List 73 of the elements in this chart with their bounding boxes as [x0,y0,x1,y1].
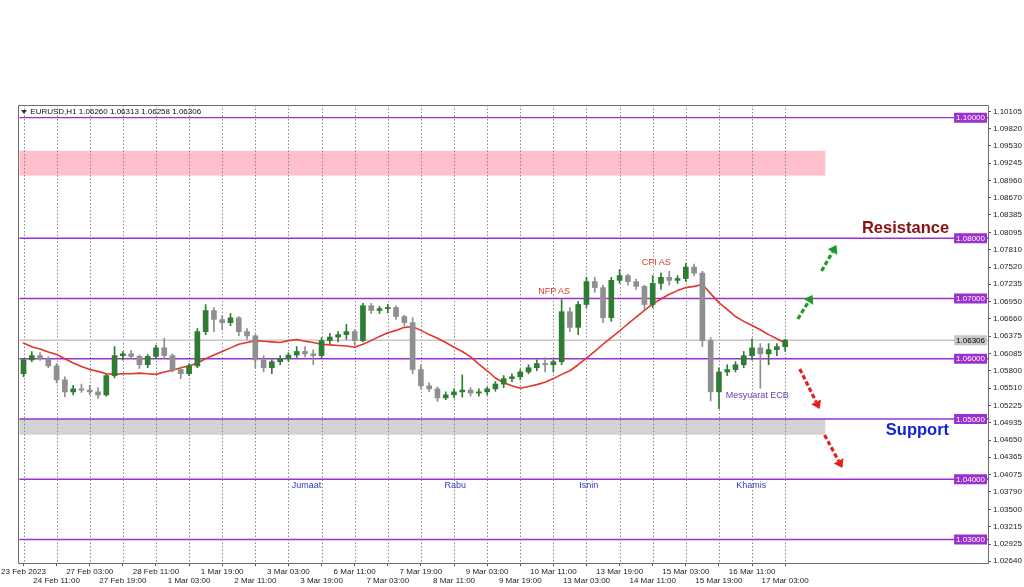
y-tick-label: 1.08670 [993,193,1023,203]
ref-line-label: 1.10000 [956,113,986,123]
y-tick-label: 1.02640 [993,556,1023,566]
x-tick-label: 15 Mar 03:00 [662,566,710,576]
annotation: Isnin [579,480,599,491]
y-tick-label: 1.07810 [993,244,1023,254]
ref-line-label: 1.07000 [956,294,986,304]
x-tick-label: 1 Mar 19:00 [200,566,245,576]
annotation: Support [885,419,950,438]
y-tick-label: 1.05225 [993,400,1023,410]
y-tick-label: 1.04075 [993,469,1023,479]
x-tick-label: 15 Mar 19:00 [695,576,744,585]
y-tick-label: 1.09530 [993,141,1023,151]
x-tick-label: 28 Feb 11:00 [132,566,180,576]
x-tick-label: 7 Mar 19:00 [399,566,443,576]
ref-line-label: 1.08000 [956,233,986,243]
y-tick-label: 1.06085 [993,348,1023,358]
x-tick-label: 3 Mar 03:00 [267,566,311,576]
y-tick-label: 1.04935 [993,418,1023,428]
y-tick-label: 1.06950 [993,296,1023,306]
annotation: Mesyuarat ECB [725,389,789,400]
annotation: CPI AS [641,257,671,268]
x-tick-label: 9 Mar 03:00 [465,566,510,576]
y-tick-label: 1.03500 [993,504,1023,514]
y-tick-label: 1.07520 [993,262,1023,272]
x-tick-label: 2 Mar 11:00 [234,576,277,585]
x-tick-label: 10 Mar 11:00 [530,566,578,576]
ref-line-label: 1.03000 [956,535,986,545]
candlestick [542,357,548,373]
y-tick-label: 1.08385 [993,210,1023,220]
annotation: Khamis [736,480,767,491]
candlestick [384,304,391,314]
annotation: Jumaat [291,480,322,491]
x-tick-label: 23 Feb 2023 [1,566,47,576]
y-tick-label: 1.02925 [993,539,1023,549]
x-tick-label: 13 Mar 03:00 [562,576,611,585]
candlestick [666,271,673,286]
y-tick-label: 1.06660 [993,314,1023,324]
x-tick-label: 14 Mar 11:00 [629,576,677,585]
y-tick-label: 1.09820 [993,123,1023,133]
y-tick-label: 1.03215 [993,521,1023,531]
y-tick-label: 1.04650 [993,435,1023,445]
y-tick-label: 1.05510 [993,383,1023,393]
y-tick-label: 1.08095 [993,227,1023,237]
y-tick-label: 1.04365 [993,452,1023,462]
x-tick-label: 24 Feb 11:00 [33,576,81,585]
chart-title: EURUSD,H1 1.06260 1.06313 1.06258 1.06306 [30,107,202,117]
x-tick-label: 17 Mar 03:00 [761,576,810,585]
x-tick-label: 7 Mar 03:00 [366,576,410,585]
x-tick-label: 27 Feb 03:00 [66,566,114,576]
x-tick-label: 13 Mar 19:00 [596,566,644,576]
candlestick [724,364,731,376]
y-tick-label: 1.09245 [993,158,1023,168]
x-tick-label: 16 Mar 11:00 [728,566,776,576]
ref-line-label: 1.04000 [956,474,986,484]
x-tick-label: 8 Mar 11:00 [432,576,476,585]
y-tick-label: 1.05800 [993,365,1023,375]
y-tick-label: 1.07235 [993,279,1023,289]
x-tick-label: 9 Mar 19:00 [498,576,543,585]
ref-line-label: 1.06000 [956,354,986,364]
y-tick-label: 1.03790 [993,487,1023,497]
x-tick-label: 6 Mar 11:00 [333,566,377,576]
y-tick-label: 1.06375 [993,331,1023,341]
annotation: Rabu [444,480,466,491]
x-tick-label: 27 Feb 19:00 [99,576,147,585]
ref-line-label: 1.05000 [956,414,986,424]
annotation: Resistance [861,218,950,237]
y-tick-label: 1.10105 [993,106,1023,116]
ref-line-label: 1.06306 [956,335,986,345]
y-tick-label: 1.08960 [993,175,1023,185]
x-tick-label: 1 Mar 03:00 [167,576,211,585]
annotation: NFP AS [538,285,571,296]
x-tick-label: 3 Mar 19:00 [300,576,344,585]
